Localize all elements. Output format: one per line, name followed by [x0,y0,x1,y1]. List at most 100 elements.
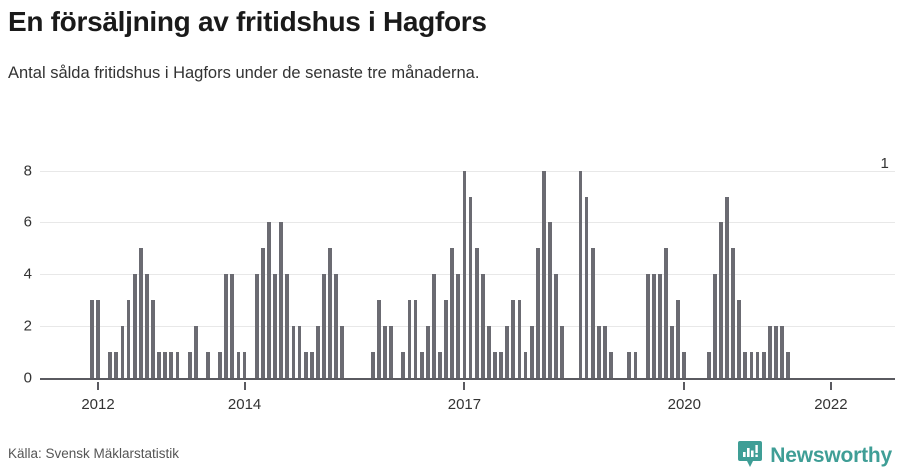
bar[interactable] [138,248,143,378]
bar[interactable] [767,326,772,378]
bar[interactable] [224,274,229,378]
bar[interactable] [505,326,510,378]
bar[interactable] [187,352,192,378]
bar[interactable] [151,300,155,378]
bar[interactable] [664,248,668,378]
bar[interactable] [786,352,790,378]
bar[interactable] [444,300,448,378]
bar[interactable] [761,352,766,378]
bar[interactable] [432,274,436,378]
bar[interactable] [273,274,277,378]
bar[interactable] [529,326,534,378]
bar[interactable] [279,222,284,378]
bar[interactable] [407,300,412,378]
bar[interactable] [462,170,467,378]
bar[interactable] [206,352,210,378]
bar[interactable] [743,352,748,378]
bar[interactable] [486,326,491,378]
bar[interactable] [541,170,546,378]
bar[interactable] [651,274,656,378]
bar[interactable] [242,352,247,378]
bar[interactable] [108,352,113,378]
bar[interactable] [480,274,485,378]
bar[interactable] [731,248,736,378]
bar[interactable] [303,352,308,378]
bar[interactable] [609,352,613,378]
bar[interactable] [676,300,681,378]
bar[interactable] [584,196,589,378]
bar[interactable] [267,222,271,378]
bar[interactable] [291,326,296,378]
bar[interactable] [450,248,455,378]
bar[interactable] [560,326,565,378]
bar[interactable] [548,222,552,378]
bar[interactable] [218,352,223,378]
bar[interactable] [438,352,442,378]
bar[interactable] [737,300,742,378]
bar[interactable] [315,326,320,378]
bar[interactable] [328,248,332,378]
bar[interactable] [554,274,558,378]
bar[interactable] [719,222,723,378]
bar[interactable] [603,326,607,378]
bar[interactable] [383,326,387,378]
bar[interactable] [169,352,174,378]
bar[interactable] [132,274,137,378]
bar[interactable] [157,352,161,378]
newsworthy-logo[interactable]: Newsworthy [737,440,892,470]
bar[interactable] [657,274,662,378]
bar[interactable] [627,352,632,378]
bar[interactable] [706,352,711,378]
bar[interactable] [236,352,241,378]
bar[interactable] [590,248,595,378]
bar[interactable] [175,352,180,378]
bar[interactable] [749,352,754,378]
bar[interactable] [413,300,418,378]
bar[interactable] [493,352,497,378]
bar[interactable] [419,352,424,378]
y-axis-tick-label: 8 [23,162,32,180]
bar[interactable] [334,274,339,378]
bar[interactable] [596,326,601,378]
bar[interactable] [114,352,119,378]
bar[interactable] [755,352,760,378]
bar[interactable] [670,326,674,378]
bar[interactable] [468,196,473,378]
bar[interactable] [425,326,430,378]
bar[interactable] [633,352,638,378]
bar[interactable] [774,326,778,378]
bar[interactable] [254,274,259,378]
bar[interactable] [511,300,516,378]
bar[interactable] [456,274,461,378]
bar[interactable] [523,352,528,378]
bar[interactable] [578,170,583,378]
bar[interactable] [193,326,198,378]
bar[interactable] [90,300,94,378]
bar[interactable] [126,300,131,378]
bar[interactable] [144,274,149,378]
bar[interactable] [377,300,381,378]
bar[interactable] [712,274,717,378]
bar[interactable] [535,248,540,378]
bar[interactable] [682,352,687,378]
bar[interactable] [780,326,784,378]
bar[interactable] [517,300,522,378]
bar[interactable] [285,274,290,378]
bar[interactable] [163,352,168,378]
bar[interactable] [401,352,406,378]
bar[interactable] [261,248,265,378]
bar[interactable] [230,274,235,378]
bar[interactable] [120,326,125,378]
bar[interactable] [389,326,394,378]
bar[interactable] [725,196,729,378]
bar[interactable] [474,248,479,378]
chart-subtitle: Antal sålda fritidshus i Hagfors under d… [8,64,480,82]
bar[interactable] [645,274,650,378]
bar[interactable] [499,352,503,378]
bar[interactable] [96,300,100,378]
bar[interactable] [297,326,302,378]
bar[interactable] [340,326,345,378]
bar[interactable] [370,352,375,378]
bar[interactable] [309,352,314,378]
bar[interactable] [322,274,326,378]
